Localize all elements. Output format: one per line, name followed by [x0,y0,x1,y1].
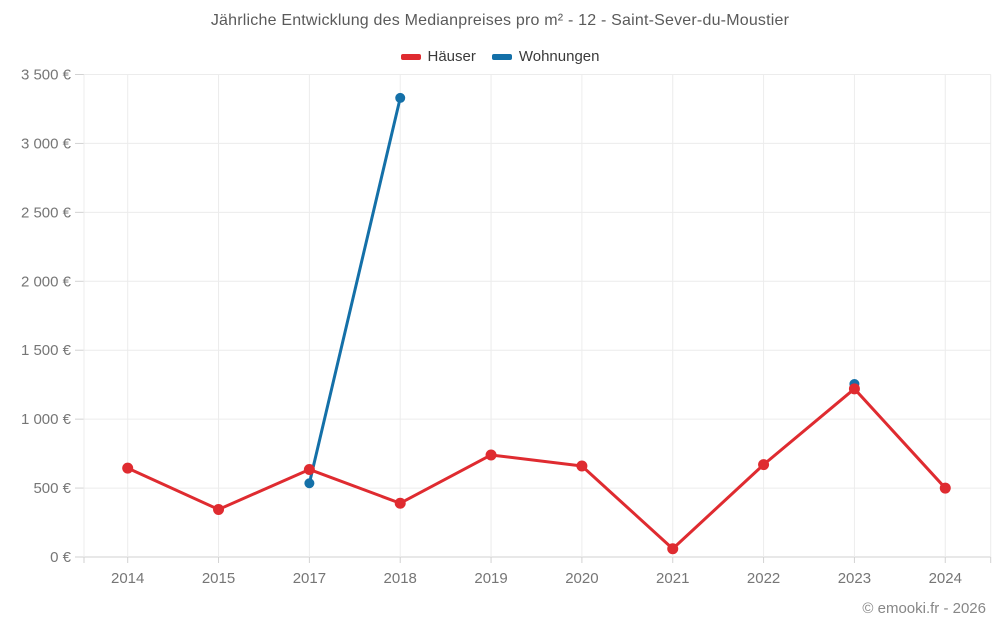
x-axis-tick-label: 2020 [565,570,598,587]
data-point-häuser-2021[interactable] [667,543,679,555]
y-axis-tick-label: 500 € [33,480,71,497]
data-point-häuser-2020[interactable] [576,460,588,472]
x-axis-tick-label: 2021 [656,570,689,587]
data-point-häuser-2024[interactable] [939,482,951,494]
legend-label-haeuser: Häuser [427,48,476,65]
x-axis-tick-label: 2018 [384,570,417,587]
data-point-häuser-2014[interactable] [122,462,134,474]
y-axis-tick-label: 0 € [50,549,72,566]
y-axis-tick-label: 1 500 € [21,342,72,359]
x-axis-tick-label: 2014 [111,570,144,587]
legend-swatch-wohnungen-icon [491,53,512,60]
x-axis-tick-label: 2019 [474,570,507,587]
legend-item-haeuser[interactable]: Häuser [400,48,476,65]
y-axis-tick-label: 3 500 € [21,67,72,84]
data-point-wohnungen-2017[interactable] [304,478,315,489]
legend-label-wohnungen: Wohnungen [518,48,600,65]
data-point-häuser-2017[interactable] [303,463,315,475]
x-axis-tick-label: 2017 [293,570,326,587]
y-axis-tick-label: 3 000 € [21,135,72,152]
data-point-häuser-2019[interactable] [485,449,497,461]
data-point-häuser-2023[interactable] [848,383,860,395]
data-point-wohnungen-2018[interactable] [395,92,406,103]
y-axis-tick-label: 2 500 € [21,204,72,221]
copyright-footer: © emooki.fr - 2026 [862,600,986,617]
chart-title: Jährliche Entwicklung des Medianpreises … [210,12,790,29]
y-axis-tick-label: 2 000 € [21,273,72,290]
series-line-wohnungen [307,96,402,485]
legend-swatch-haeuser-icon [400,53,421,60]
x-axis-tick-label: 2024 [929,570,962,587]
x-axis-tick-label: 2023 [838,570,871,587]
x-axis-tick-label: 2022 [747,570,780,587]
data-point-häuser-2018[interactable] [394,497,406,509]
series-line-häuser [126,387,947,551]
chart-legend: Häuser Wohnungen [0,48,1000,65]
data-point-häuser-2022[interactable] [758,459,770,471]
y-axis-tick-label: 1 000 € [21,411,72,428]
x-axis-tick-label: 2015 [202,570,235,587]
legend-item-wohnungen[interactable]: Wohnungen [491,48,600,65]
data-point-häuser-2015[interactable] [213,503,225,515]
